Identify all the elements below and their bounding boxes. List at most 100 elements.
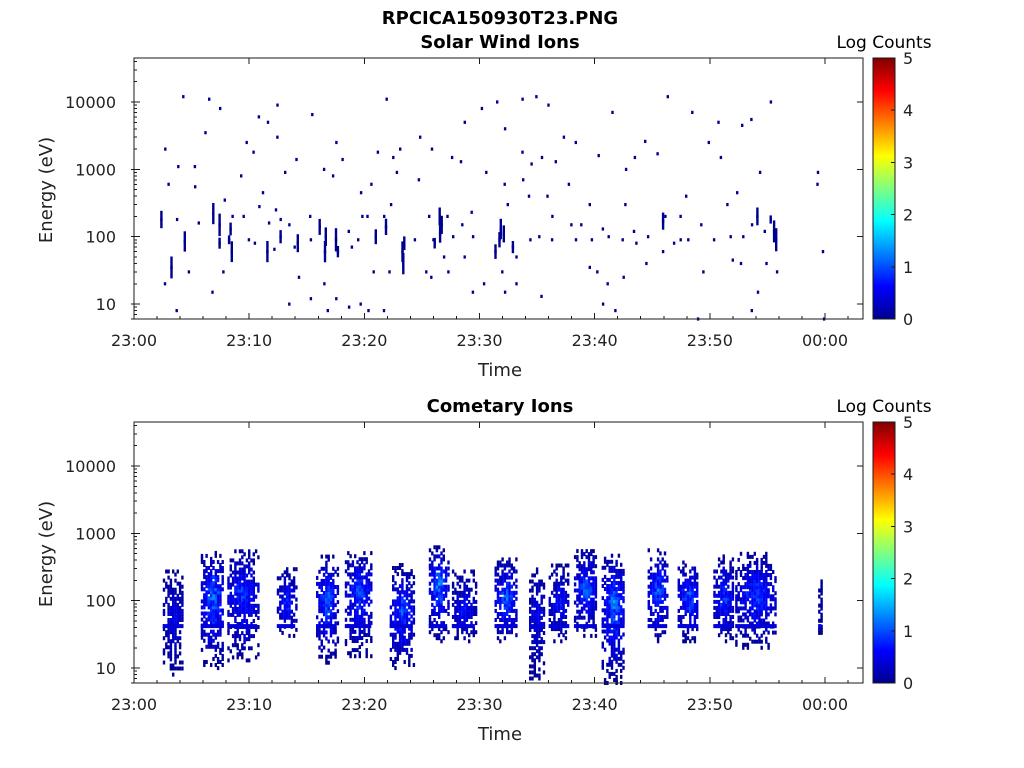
cometary-bin xyxy=(200,605,204,610)
cometary-bin xyxy=(174,599,177,604)
cometary-bin xyxy=(276,591,280,596)
cometary-bin xyxy=(358,593,361,598)
cometary-bin xyxy=(656,639,660,644)
cometary-bin xyxy=(165,596,168,601)
cometary-bin xyxy=(603,559,607,564)
cometary-bin xyxy=(689,587,692,592)
cometary-bin xyxy=(608,611,611,616)
cometary-bin xyxy=(583,603,586,608)
colorbar-tick-label: 5 xyxy=(903,49,913,68)
cometary-bin xyxy=(468,587,471,592)
cometary-bin xyxy=(219,587,222,592)
cometary-burst xyxy=(713,554,735,644)
cometary-bin xyxy=(320,594,323,598)
cometary-bin xyxy=(354,554,357,559)
cometary-bin xyxy=(207,611,211,616)
cometary-bin xyxy=(200,587,204,592)
sw-bin xyxy=(247,238,251,242)
cometary-bin xyxy=(243,594,246,599)
cometary-bin xyxy=(682,569,685,574)
cometary-bin xyxy=(538,652,541,657)
cometary-bin xyxy=(744,612,747,617)
cometary-bin xyxy=(322,630,326,635)
cometary-bin xyxy=(431,612,434,616)
cometary-bin xyxy=(461,612,464,616)
cometary-bin xyxy=(603,556,607,561)
cometary-bin xyxy=(590,585,593,590)
cometary-bin xyxy=(344,584,348,589)
cometary-bin xyxy=(501,612,504,616)
sw-bin xyxy=(211,290,214,294)
sw-bin xyxy=(672,241,676,245)
cometary-bin xyxy=(617,568,621,573)
cometary-bin xyxy=(214,644,217,649)
cometary-bin xyxy=(210,572,213,577)
cometary-bin xyxy=(334,654,337,659)
cometary-bin xyxy=(765,551,768,556)
cometary-bin xyxy=(250,603,253,608)
cometary-bin xyxy=(320,581,323,586)
cometary-bin xyxy=(496,615,500,619)
cometary-bin xyxy=(727,590,730,595)
cometary-bin xyxy=(503,575,507,580)
sw-bin xyxy=(540,294,543,298)
cometary-bin xyxy=(746,609,750,614)
cometary-bin xyxy=(608,596,611,601)
cometary-bin xyxy=(440,584,443,589)
cometary-bin xyxy=(731,581,735,586)
cometary-bin xyxy=(329,654,333,659)
cometary-bin xyxy=(689,575,692,580)
cometary-bin xyxy=(769,567,773,571)
cometary-bin xyxy=(724,633,728,638)
cometary-bin xyxy=(447,587,450,592)
cometary-bin xyxy=(501,557,504,562)
cometary-bin xyxy=(468,593,471,598)
cometary-bin xyxy=(608,584,611,588)
cometary-bin xyxy=(724,581,728,586)
sw-bin xyxy=(197,221,200,225)
cometary-bin xyxy=(292,618,296,623)
cometary-bin xyxy=(693,578,697,583)
cometary-bin xyxy=(540,600,543,605)
cometary-bin xyxy=(767,573,770,577)
cometary-bin xyxy=(292,585,296,590)
cometary-bin xyxy=(295,585,298,590)
cometary-bin xyxy=(389,657,393,661)
cometary-bin xyxy=(428,630,432,635)
cometary-bin xyxy=(765,582,768,587)
cometary-bin xyxy=(654,581,657,586)
cometary-bin xyxy=(744,585,747,590)
cometary-bin xyxy=(693,572,697,577)
sw-streak xyxy=(769,215,772,224)
cometary-bin xyxy=(538,658,541,663)
cometary-bin xyxy=(606,562,609,567)
cometary-bin xyxy=(737,567,740,571)
cometary-bin xyxy=(512,608,516,613)
cometary-bin xyxy=(735,585,738,590)
cometary-bin xyxy=(727,608,730,613)
cometary-bin xyxy=(212,620,215,625)
cometary-bin xyxy=(538,628,541,632)
cometary-bin xyxy=(408,641,411,646)
cometary-bin xyxy=(550,612,554,616)
cometary-band xyxy=(601,624,625,629)
cometary-bin xyxy=(594,627,598,632)
cometary-bin xyxy=(564,596,568,601)
sw-bin xyxy=(562,135,566,139)
plot-frame xyxy=(133,421,864,684)
cometary-bin xyxy=(433,569,436,574)
sw-bin xyxy=(700,223,703,227)
cometary-bin xyxy=(440,581,443,586)
cometary-bin xyxy=(205,611,208,616)
cometary-bin xyxy=(205,584,208,589)
cometary-bin xyxy=(506,605,509,610)
cometary-bin xyxy=(360,560,364,565)
cometary-bin xyxy=(590,576,593,581)
cometary-bin xyxy=(286,585,289,590)
cometary-bin xyxy=(724,605,728,610)
cometary-bin xyxy=(677,618,680,622)
cometary-bin xyxy=(722,605,725,610)
cometary-bin xyxy=(212,587,215,592)
x-tick-label: 23:10 xyxy=(226,695,272,714)
cometary-bin xyxy=(169,618,173,622)
